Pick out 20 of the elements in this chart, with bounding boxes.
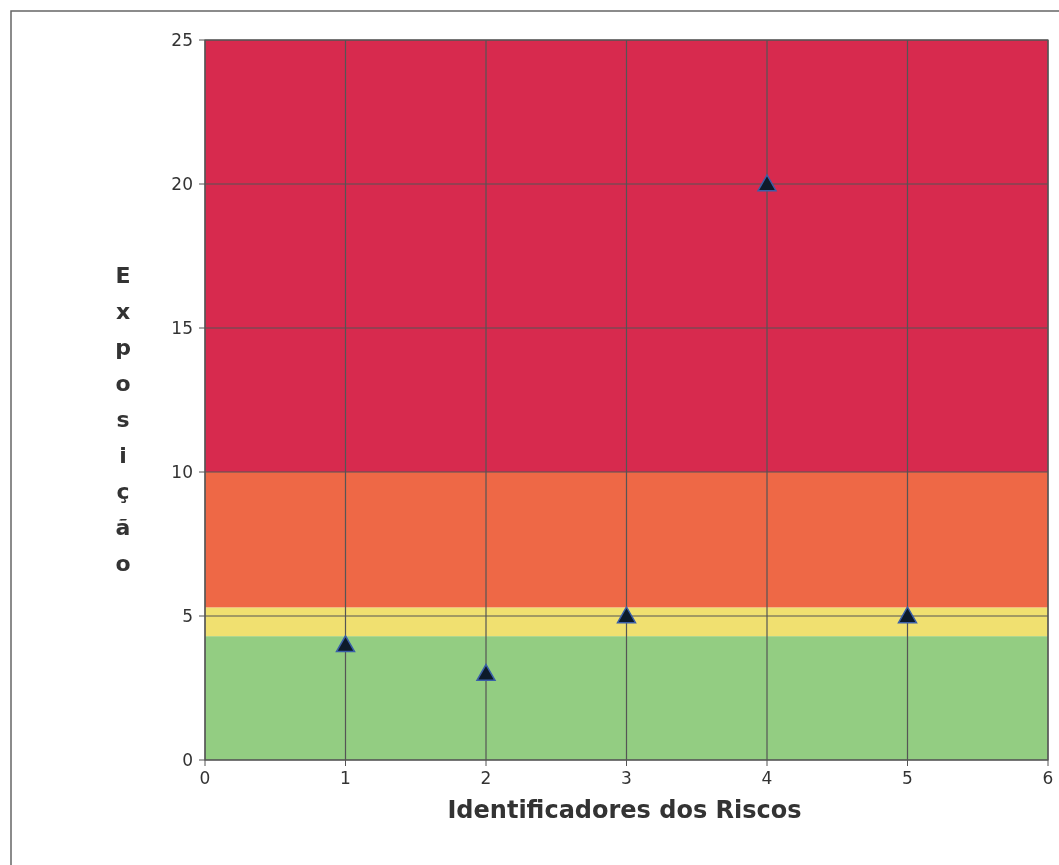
x-tick-label: 3 (621, 768, 632, 788)
x-tick-label: 2 (480, 768, 492, 788)
y-tick-label: 15 (171, 318, 193, 338)
y-tick-label: 5 (182, 606, 193, 626)
text: Exposição (115, 263, 131, 576)
point (476, 663, 496, 682)
x-tick-label: 0 (199, 768, 211, 788)
x-tick-label: 6 (1042, 768, 1054, 788)
y-tick-label: 10 (171, 462, 193, 482)
y-tick-label: 0 (182, 750, 193, 770)
x-axis-title: Identificadores dos Riscos (447, 796, 802, 824)
y-tick-label: 25 (171, 30, 193, 50)
point (897, 606, 918, 624)
point (757, 174, 777, 192)
x-tick-label: 4 (761, 768, 773, 788)
y-tick-label: 20 (171, 174, 193, 194)
x-tick-label: 5 (902, 768, 913, 788)
point (616, 606, 637, 624)
point (335, 635, 356, 653)
x-tick-label: 1 (340, 768, 351, 788)
